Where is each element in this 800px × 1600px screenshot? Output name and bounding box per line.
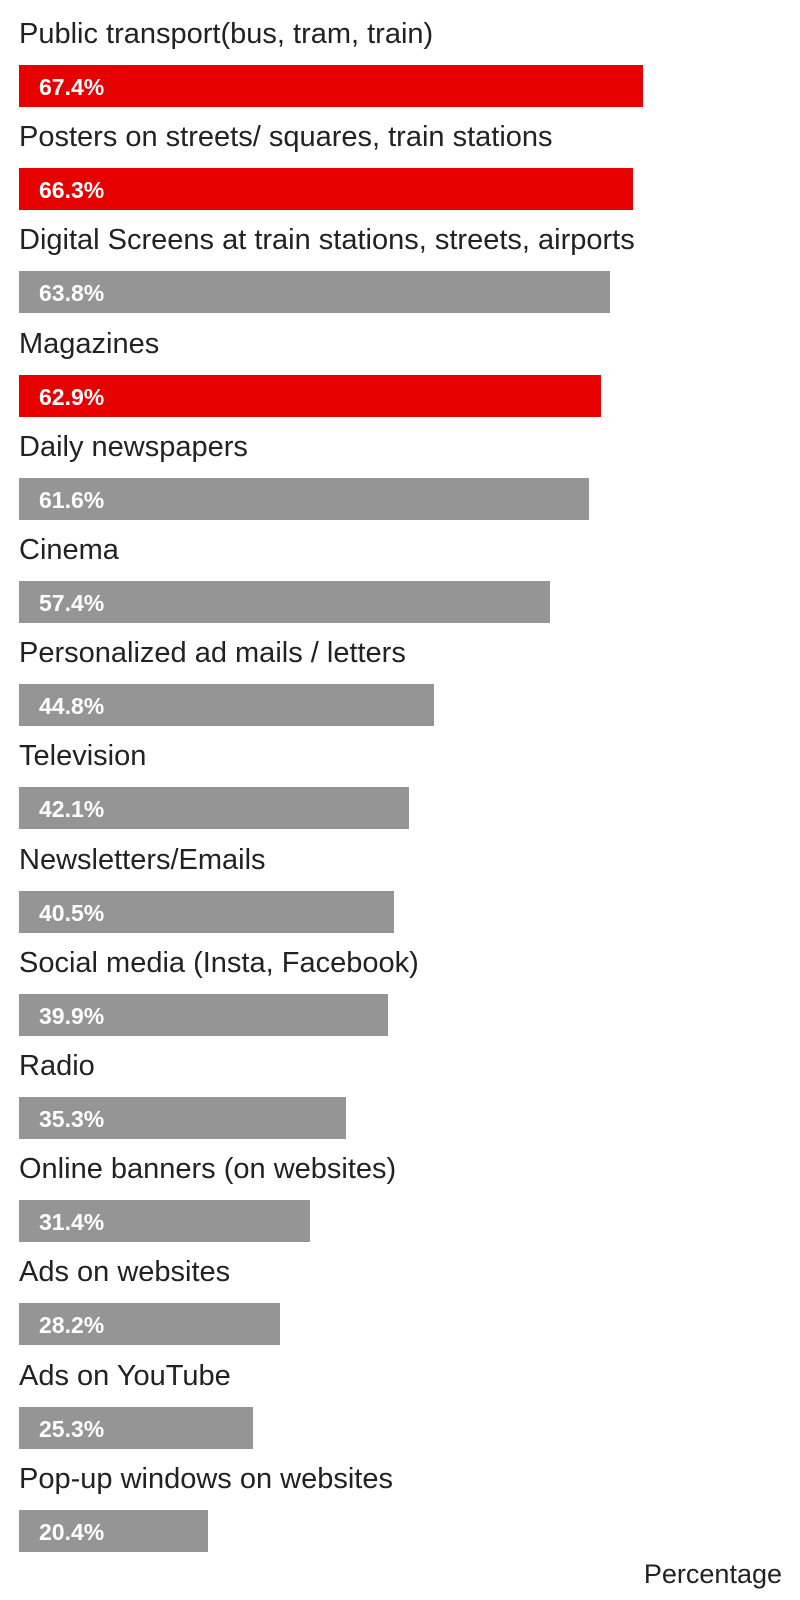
bar: 35.3%	[19, 1097, 346, 1139]
category-label: Newsletters/Emails	[19, 843, 266, 876]
x-axis-label: Percentage	[643, 1559, 782, 1589]
category-label: Ads on YouTube	[19, 1359, 231, 1392]
bar-value-label: 39.9%	[39, 1002, 105, 1029]
bar: 62.9%	[19, 374, 602, 417]
category-label: Personalized ad mails / letters	[19, 637, 406, 670]
bar-value-label: 28.2%	[39, 1312, 105, 1339]
bar: 39.9%	[19, 993, 389, 1036]
bar: 20.4%	[19, 1509, 208, 1552]
category-label: Television	[19, 740, 147, 773]
category-label: Daily newspapers	[19, 430, 248, 463]
bar-value-label: 40.5%	[39, 899, 105, 926]
category-label: Posters on streets/ squares, train stati…	[19, 121, 553, 154]
bar-value-label: 25.3%	[39, 1415, 105, 1442]
bar-value-label: 35.3%	[39, 1106, 105, 1132]
category-label: Magazines	[19, 327, 160, 360]
bar: 66.3%	[19, 168, 633, 211]
bar: 25.3%	[19, 1406, 254, 1449]
bar: 63.8%	[19, 271, 610, 314]
bar: 67.4%	[19, 65, 643, 107]
bar: 42.1%	[19, 787, 409, 830]
bar-value-label: 62.9%	[39, 383, 105, 410]
bar-value-label: 31.4%	[39, 1209, 105, 1236]
bar-value-label: 66.3%	[39, 177, 105, 204]
bar-value-label: 57.4%	[39, 590, 105, 616]
bar-value-label: 61.6%	[39, 486, 105, 513]
category-label: Public transport(bus, tram, train)	[19, 18, 434, 50]
bar-value-label: 20.4%	[39, 1518, 105, 1545]
category-label: Online banners (on websites)	[19, 1153, 397, 1186]
category-label: Pop-up windows on websites	[19, 1462, 393, 1495]
category-label: Digital Screens at train stations, stree…	[19, 224, 635, 257]
bar-value-label: 44.8%	[39, 693, 105, 720]
bar: 44.8%	[19, 684, 434, 727]
bar: 57.4%	[19, 581, 551, 623]
category-label: Ads on websites	[19, 1256, 231, 1289]
bar: 31.4%	[19, 1200, 310, 1243]
bar: 40.5%	[19, 890, 394, 933]
category-label: Social media (Insta, Facebook)	[19, 946, 419, 979]
bar-value-label: 63.8%	[39, 280, 105, 307]
bar-value-label: 67.4%	[39, 74, 105, 100]
category-label: Cinema	[19, 534, 119, 566]
bar: 28.2%	[19, 1303, 281, 1346]
bar: 61.6%	[19, 477, 590, 520]
category-label: Radio	[19, 1050, 95, 1082]
bar-value-label: 42.1%	[39, 796, 105, 823]
